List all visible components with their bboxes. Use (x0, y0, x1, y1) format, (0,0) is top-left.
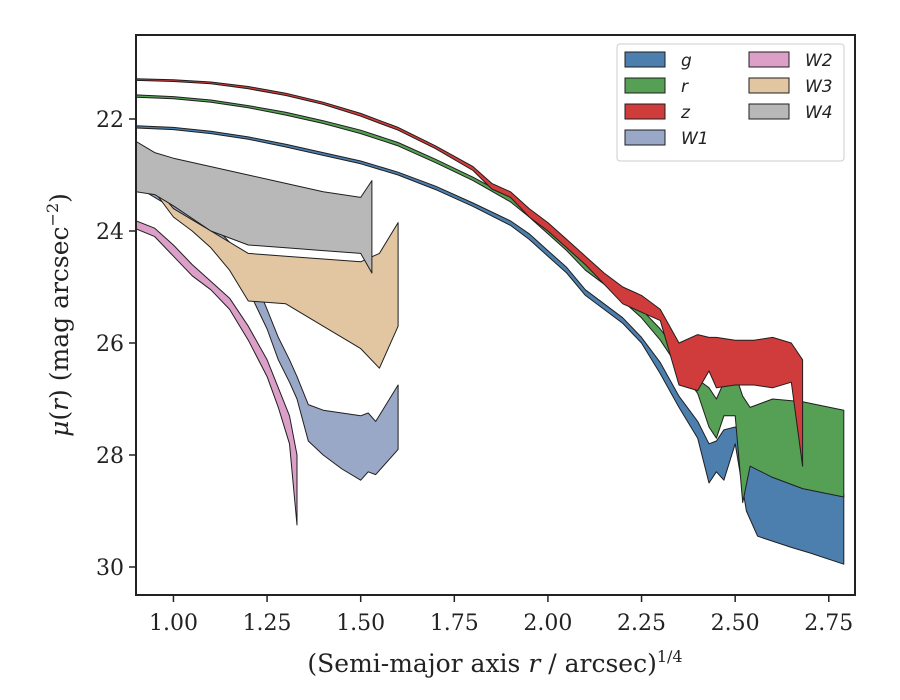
legend-swatch (624, 103, 666, 120)
series-area-w4 (136, 140, 373, 274)
y-tick-label: 26 (96, 332, 124, 357)
y-tick-label: 22 (96, 108, 124, 133)
x-axis-title-var: r (528, 649, 542, 678)
legend-swatch (748, 51, 790, 68)
x-tick-label: 2.75 (804, 611, 853, 636)
legend: grz W1 W2 W3 W4 (616, 43, 845, 162)
legend-swatch (624, 51, 666, 68)
legend-swatch (748, 103, 790, 120)
legend-label: W3 (805, 77, 833, 97)
legend-label: r (681, 77, 689, 97)
y-axis-title-end: ) (45, 193, 74, 203)
legend-item-w3: W3 (748, 77, 833, 97)
legend-label: g (681, 51, 692, 71)
legend-label: W1 (681, 129, 709, 149)
legend-item-w2: W2 (748, 51, 833, 71)
y-axis-title-mu: μ (45, 421, 74, 437)
x-tick-label: 1.00 (149, 611, 198, 636)
y-axis-title-open: ( (45, 411, 74, 421)
y-axis-title: μ(r) (mag arcsec−2) (43, 193, 74, 437)
x-tick-label: 1.50 (336, 611, 385, 636)
x-tick-label: 1.25 (243, 611, 292, 636)
y-axis-title-close: ) (mag arcsec (45, 226, 74, 399)
legend-swatch (624, 77, 666, 94)
y-tick-label: 30 (96, 556, 124, 581)
x-axis-title-before: (Semi-major axis (307, 649, 528, 678)
legend-item-g: g (624, 51, 692, 71)
legend-box (616, 43, 845, 162)
x-tick-label: 1.75 (430, 611, 479, 636)
x-tick-label: 2.25 (617, 611, 666, 636)
x-tick-label: 2.00 (523, 611, 572, 636)
series-area-z (136, 78, 804, 467)
legend-item-w1: W1 (624, 129, 709, 149)
y-tick-label: 24 (96, 220, 124, 245)
legend-label: W2 (805, 51, 833, 71)
y-axis-title-var: r (45, 397, 74, 411)
x-axis-title-after: / arcsec) (540, 649, 657, 678)
y-axis: 22 24 26 28 30 (96, 108, 136, 581)
legend-label: z (680, 103, 691, 123)
x-axis-title: (Semi-major axis r / arcsec)1/4 (307, 647, 682, 678)
legend-label: W4 (805, 103, 833, 123)
legend-item-z: z (624, 103, 691, 123)
legend-swatch (624, 129, 666, 146)
series-area-w2 (136, 220, 298, 526)
y-axis-title-exponent: −2 (43, 203, 62, 227)
legend-item-r: r (624, 77, 689, 97)
legend-swatch (748, 77, 790, 94)
series-areas (136, 78, 845, 565)
plot-frame (135, 34, 856, 596)
x-axis-title-exponent: 1/4 (657, 647, 683, 666)
x-tick-label: 2.50 (711, 611, 760, 636)
series-area-g (136, 125, 845, 565)
x-axis: 1.00 1.25 1.50 1.75 2.00 2.25 2.50 2.75 (149, 595, 853, 636)
y-tick-label: 28 (96, 444, 124, 469)
legend-item-w4: W4 (748, 103, 833, 123)
